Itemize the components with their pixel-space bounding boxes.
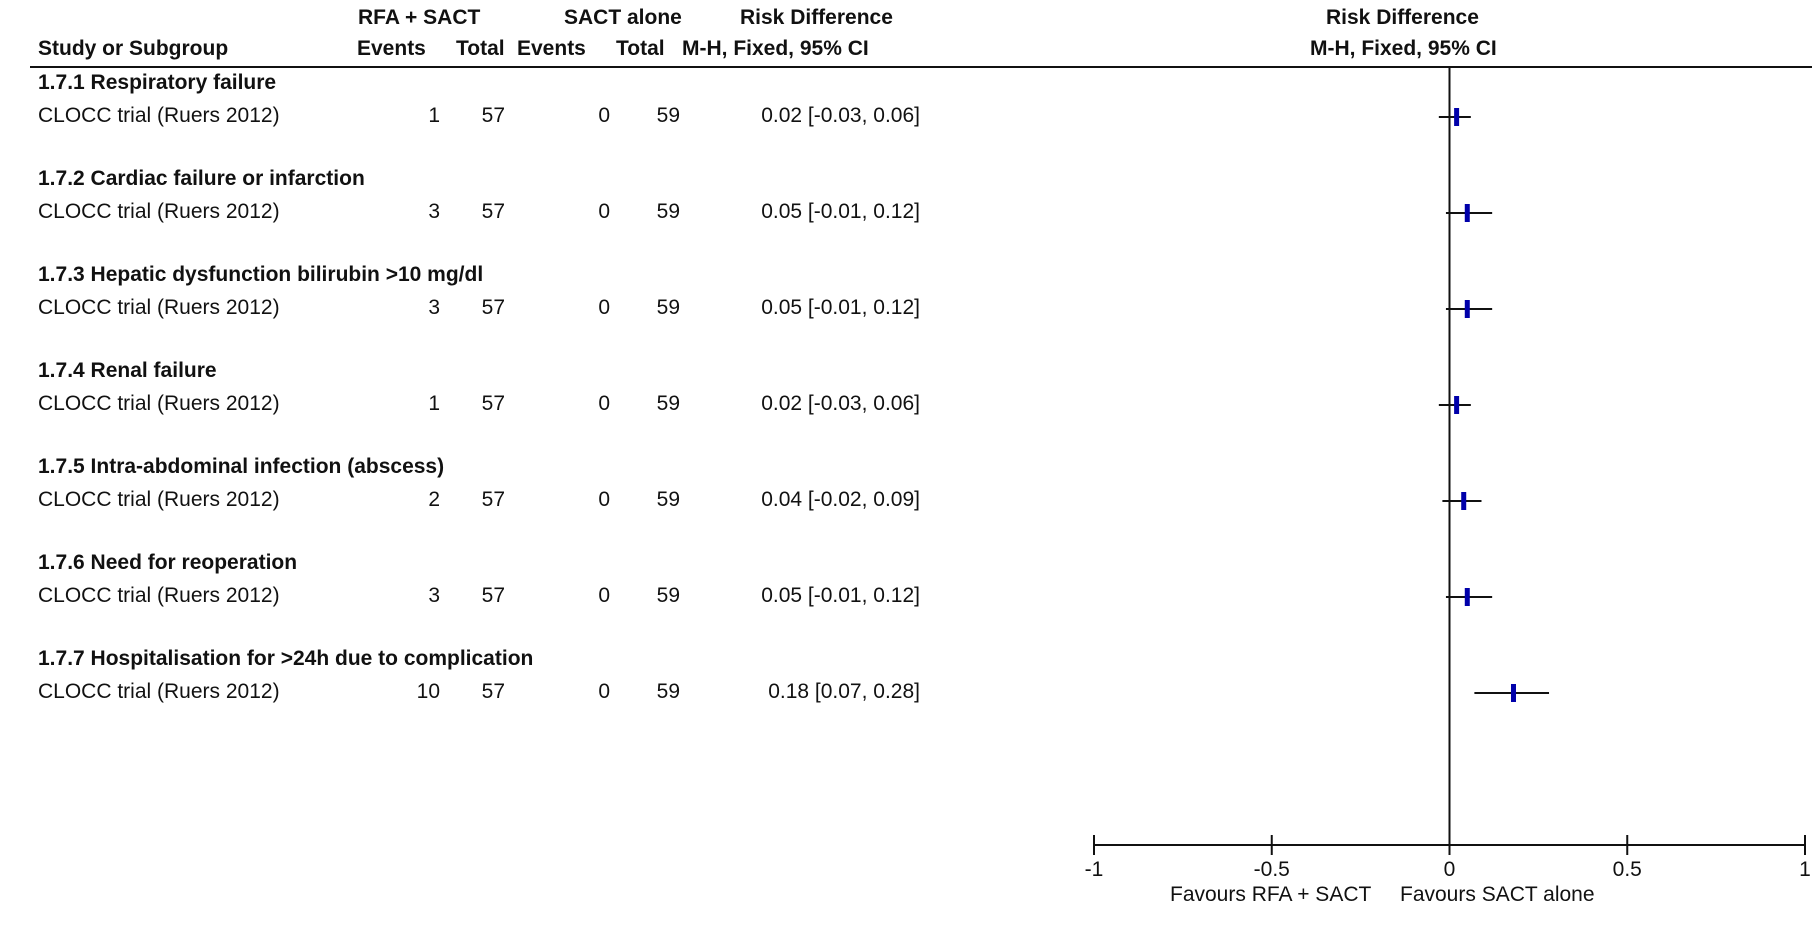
risk-difference-header-left: Risk Difference xyxy=(740,6,893,29)
events1-value: 10 xyxy=(416,680,440,703)
total1-value: 57 xyxy=(481,680,505,703)
risk-difference-ci: 0.05 [-0.01, 0.12] xyxy=(761,200,920,223)
events2-value: 0 xyxy=(598,104,610,127)
total2-header: Total xyxy=(616,37,665,60)
x-tick-label: 0 xyxy=(1444,858,1456,881)
risk-difference-ci: 0.04 [-0.02, 0.09] xyxy=(761,488,920,511)
total1-value: 57 xyxy=(481,200,505,223)
subgroup-title: 1.7.7 Hospitalisation for >24h due to co… xyxy=(38,647,534,670)
subgroup-title: 1.7.5 Intra-abdominal infection (abscess… xyxy=(38,455,445,478)
events2-value: 0 xyxy=(598,392,610,415)
x-tick-label: -1 xyxy=(1085,858,1104,881)
risk-difference-ci: 0.02 [-0.03, 0.06] xyxy=(761,104,920,127)
favours-right-label: Favours SACT alone xyxy=(1400,883,1595,906)
events1-value: 3 xyxy=(428,584,440,607)
total1-header: Total xyxy=(456,37,505,60)
total1-value: 57 xyxy=(481,584,505,607)
events2-value: 0 xyxy=(598,296,610,319)
risk-difference-header-right: Risk Difference xyxy=(1326,6,1479,29)
subgroup-title: 1.7.1 Respiratory failure xyxy=(38,71,277,94)
total1-value: 57 xyxy=(481,488,505,511)
events1-value: 3 xyxy=(428,200,440,223)
events2-value: 0 xyxy=(598,584,610,607)
header-divider xyxy=(30,66,1812,68)
group1-header: RFA + SACT xyxy=(358,6,481,29)
events1-value: 1 xyxy=(428,104,440,127)
subgroup-title: 1.7.6 Need for reoperation xyxy=(38,551,298,574)
subgroup-title: 1.7.4 Renal failure xyxy=(38,359,217,382)
events1-value: 2 xyxy=(428,488,440,511)
events2-value: 0 xyxy=(598,488,610,511)
point-estimate-marker xyxy=(1454,396,1460,414)
study-name: CLOCC trial (Ruers 2012) xyxy=(38,680,280,703)
total2-value: 59 xyxy=(656,296,680,319)
point-estimate-marker xyxy=(1464,300,1470,318)
group2-header: SACT alone xyxy=(564,6,682,29)
point-estimate-marker xyxy=(1454,108,1460,126)
study-column-header: Study or Subgroup xyxy=(38,37,229,60)
total2-value: 59 xyxy=(656,680,680,703)
study-name: CLOCC trial (Ruers 2012) xyxy=(38,584,280,607)
x-tick-label: 1 xyxy=(1799,858,1811,881)
risk-difference-ci: 0.05 [-0.01, 0.12] xyxy=(761,296,920,319)
study-name: CLOCC trial (Ruers 2012) xyxy=(38,392,280,415)
total2-value: 59 xyxy=(656,200,680,223)
favours-left-label: Favours RFA + SACT xyxy=(1170,883,1372,906)
events1-value: 1 xyxy=(428,392,440,415)
events2-value: 0 xyxy=(598,680,610,703)
risk-difference-ci: 0.18 [0.07, 0.28] xyxy=(768,680,920,703)
risk-difference-ci: 0.02 [-0.03, 0.06] xyxy=(761,392,920,415)
study-name: CLOCC trial (Ruers 2012) xyxy=(38,200,280,223)
study-name: CLOCC trial (Ruers 2012) xyxy=(38,296,280,319)
point-estimate-marker xyxy=(1464,588,1470,606)
point-estimate-marker xyxy=(1461,492,1467,510)
risk-difference-ci: 0.05 [-0.01, 0.12] xyxy=(761,584,920,607)
events2-header: Events xyxy=(517,37,586,60)
total2-value: 59 xyxy=(656,584,680,607)
study-name: CLOCC trial (Ruers 2012) xyxy=(38,488,280,511)
subgroup-title: 1.7.2 Cardiac failure or infarction xyxy=(38,167,365,190)
total2-value: 59 xyxy=(656,488,680,511)
total1-value: 57 xyxy=(481,296,505,319)
point-estimate-marker xyxy=(1510,684,1516,702)
x-tick-label: 0.5 xyxy=(1613,858,1642,881)
subgroup-title: 1.7.3 Hepatic dysfunction bilirubin >10 … xyxy=(38,263,484,286)
total1-value: 57 xyxy=(481,392,505,415)
point-estimate-marker xyxy=(1464,204,1470,222)
total2-value: 59 xyxy=(656,392,680,415)
study-name: CLOCC trial (Ruers 2012) xyxy=(38,104,280,127)
events1-header: Events xyxy=(357,37,426,60)
method-header-right: M-H, Fixed, 95% CI xyxy=(1310,37,1497,60)
total1-value: 57 xyxy=(481,104,505,127)
x-tick-label: -0.5 xyxy=(1254,858,1290,881)
total2-value: 59 xyxy=(656,104,680,127)
method-header-left: M-H, Fixed, 95% CI xyxy=(682,37,869,60)
events1-value: 3 xyxy=(428,296,440,319)
events2-value: 0 xyxy=(598,200,610,223)
